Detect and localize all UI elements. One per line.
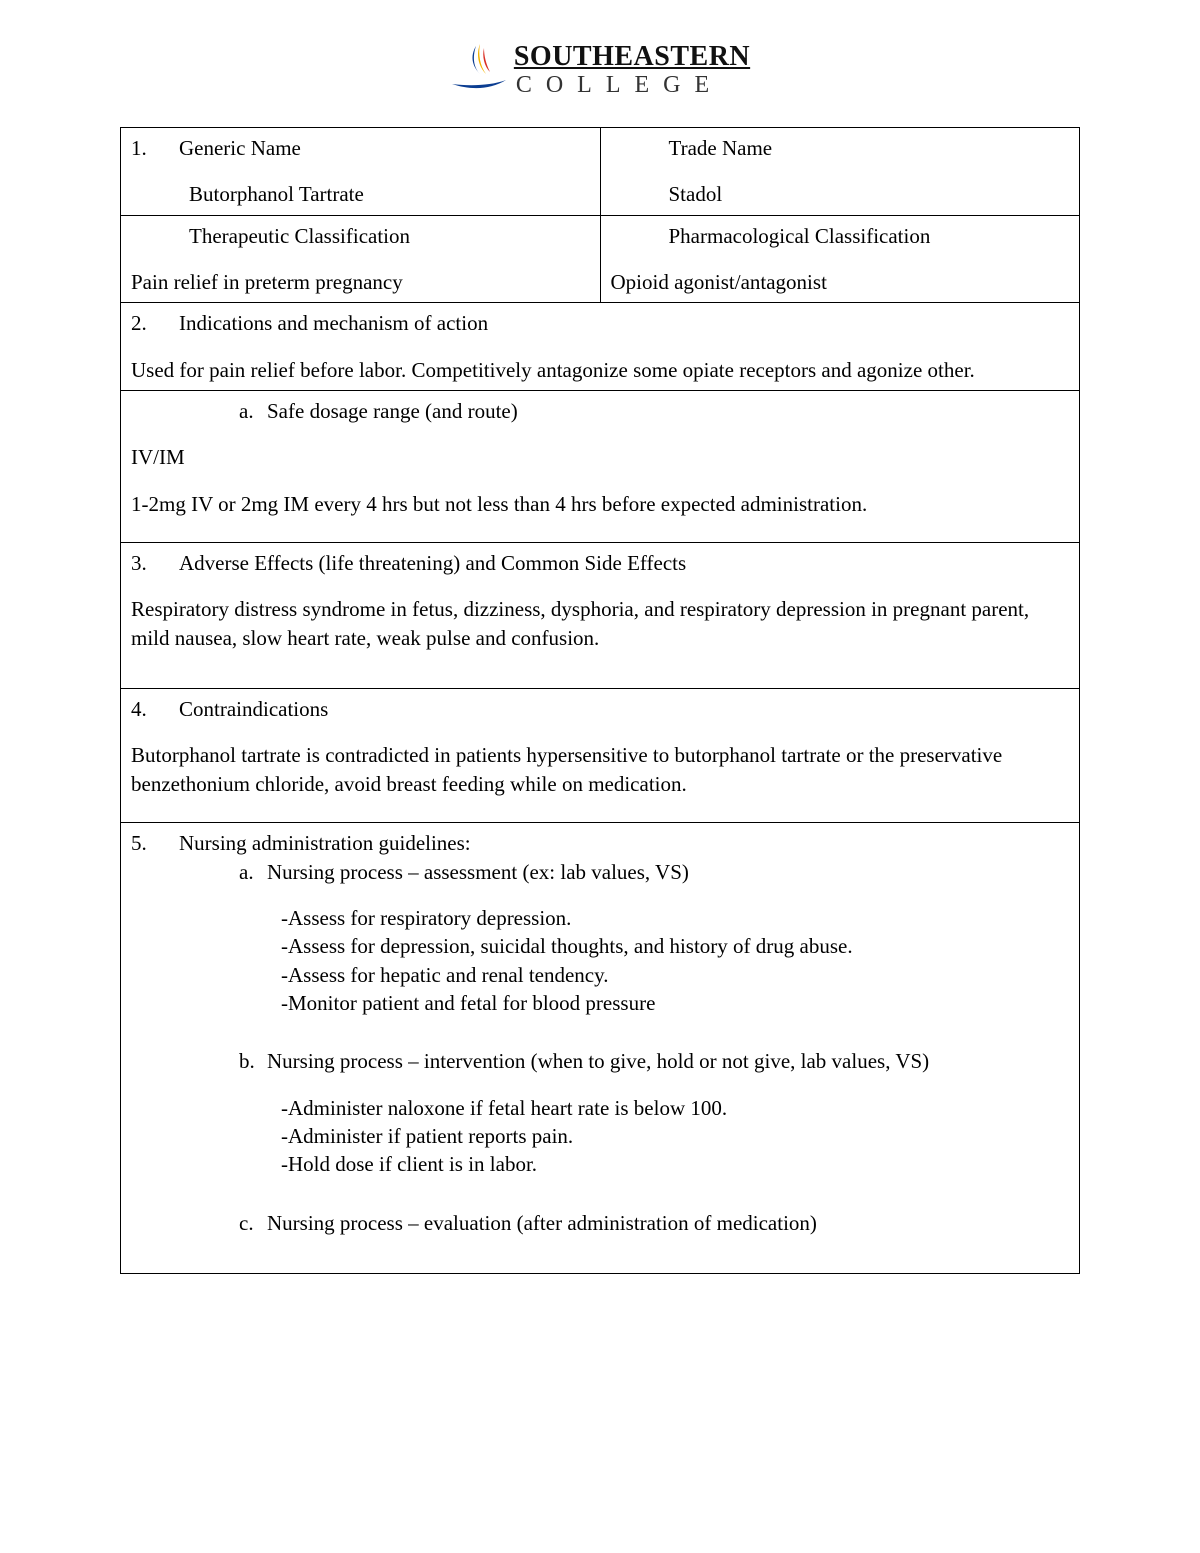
adverse-body: Respiratory distress syndrome in fetus, … bbox=[131, 595, 1069, 652]
list-item: -Administer naloxone if fetal heart rate… bbox=[131, 1094, 1069, 1122]
nursing-a-title: Nursing process – assessment (ex: lab va… bbox=[267, 860, 689, 884]
table-row: 1.Generic Name Butorphanol Tartrate Trad… bbox=[121, 128, 1080, 216]
sub-letter: a. bbox=[239, 858, 267, 886]
logo-text: SOUTHEASTERN COLLEGE bbox=[514, 43, 750, 97]
trade-name-value: Stadol bbox=[611, 180, 1070, 208]
logo-subtitle: COLLEGE bbox=[514, 73, 750, 97]
generic-name-value: Butorphanol Tartrate bbox=[131, 180, 590, 208]
table-row: 3.Adverse Effects (life threatening) and… bbox=[121, 543, 1080, 689]
list-item: -Assess for respiratory depression. bbox=[131, 904, 1069, 932]
list-item: -Administer if patient reports pain. bbox=[131, 1122, 1069, 1150]
logo-header: SOUTHEASTERN COLLEGE bbox=[0, 40, 1200, 99]
sub-letter: a. bbox=[239, 397, 267, 425]
route-value: IV/IM bbox=[131, 443, 1069, 471]
adverse-title: Adverse Effects (life threatening) and C… bbox=[179, 551, 686, 575]
pharm-class-value: Opioid agonist/antagonist bbox=[611, 268, 1070, 296]
nursing-c-title: Nursing process – evaluation (after admi… bbox=[267, 1211, 817, 1235]
pharm-class-label: Pharmacological Classification bbox=[611, 222, 1070, 250]
item-number: 4. bbox=[131, 695, 179, 723]
list-item: -Assess for depression, suicidal thought… bbox=[131, 932, 1069, 960]
table-row: 2.Indications and mechanism of action Us… bbox=[121, 303, 1080, 391]
drug-card-table: 1.Generic Name Butorphanol Tartrate Trad… bbox=[120, 127, 1080, 1274]
table-row: Therapeutic Classification Pain relief i… bbox=[121, 215, 1080, 303]
indications-body: Used for pain relief before labor. Compe… bbox=[131, 356, 1069, 384]
sub-letter: b. bbox=[239, 1047, 267, 1075]
therapeutic-class-value: Pain relief in preterm pregnancy bbox=[131, 268, 590, 296]
nursing-b-title: Nursing process – intervention (when to … bbox=[267, 1049, 929, 1073]
table-row: 5.Nursing administration guidelines: a.N… bbox=[121, 823, 1080, 1274]
list-item: -Assess for hepatic and renal tendency. bbox=[131, 961, 1069, 989]
indications-title: Indications and mechanism of action bbox=[179, 311, 488, 335]
sub-letter: c. bbox=[239, 1209, 267, 1237]
list-item: -Hold dose if client is in labor. bbox=[131, 1150, 1069, 1178]
list-item: -Monitor patient and fetal for blood pre… bbox=[131, 989, 1069, 1017]
trade-name-label: Trade Name bbox=[611, 134, 1070, 162]
flame-icon bbox=[450, 40, 508, 99]
table-row: 4.Contraindications Butorphanol tartrate… bbox=[121, 689, 1080, 823]
nursing-title: Nursing administration guidelines: bbox=[179, 831, 471, 855]
table-row: a.Safe dosage range (and route) IV/IM 1-… bbox=[121, 391, 1080, 543]
therapeutic-class-label: Therapeutic Classification bbox=[131, 222, 590, 250]
document-page: SOUTHEASTERN COLLEGE 1.Generic Name Buto… bbox=[0, 0, 1200, 1334]
dosage-value: 1-2mg IV or 2mg IM every 4 hrs but not l… bbox=[131, 490, 1069, 518]
logo-title: SOUTHEASTERN bbox=[514, 43, 750, 71]
contra-body: Butorphanol tartrate is contradicted in … bbox=[131, 741, 1069, 798]
item-number: 5. bbox=[131, 829, 179, 857]
item-number: 1. bbox=[131, 134, 179, 162]
contra-title: Contraindications bbox=[179, 697, 328, 721]
item-number: 2. bbox=[131, 309, 179, 337]
item-number: 3. bbox=[131, 549, 179, 577]
generic-name-label: Generic Name bbox=[179, 136, 301, 160]
dosage-title: Safe dosage range (and route) bbox=[267, 399, 518, 423]
logo: SOUTHEASTERN COLLEGE bbox=[450, 40, 750, 99]
